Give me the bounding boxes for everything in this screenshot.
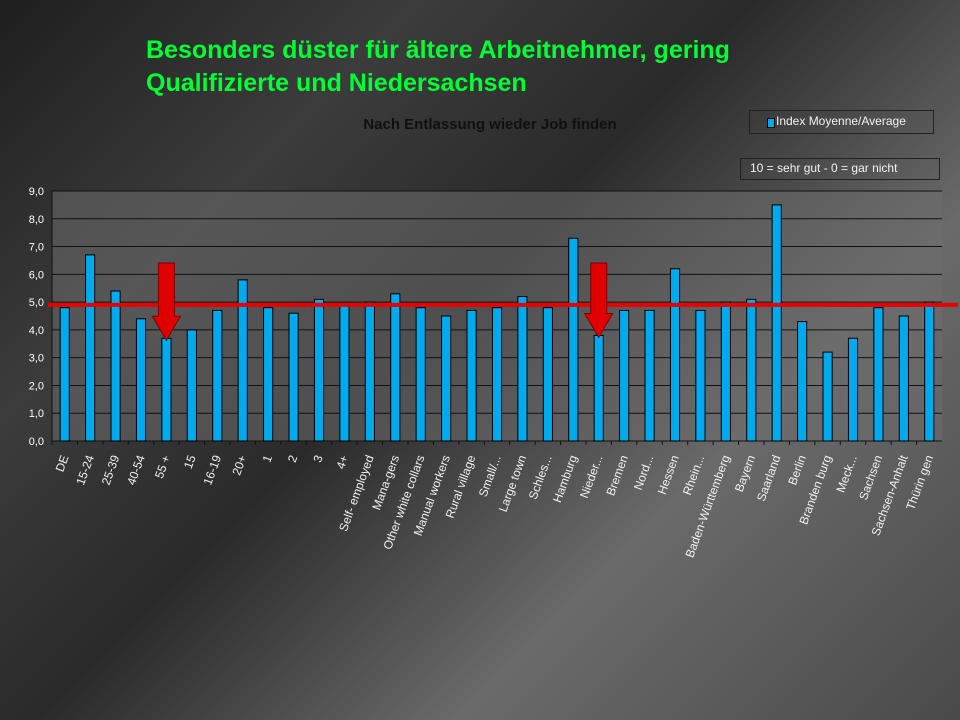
- bar: [135, 318, 147, 442]
- bar: [542, 307, 553, 442]
- bar: [415, 307, 426, 442]
- slide-title-line-2: Qualifizierte und Niedersachsen: [146, 69, 527, 97]
- bar: [364, 301, 375, 442]
- bar: [288, 312, 299, 442]
- x-tick-label: Meck...: [833, 453, 859, 494]
- bar: [898, 315, 909, 442]
- x-tick-label: 25-39: [99, 453, 123, 487]
- slide-title-line-1: Besonders düster für ältere Arbeitnehmer…: [146, 36, 730, 64]
- x-tick-label: Bremen: [603, 453, 631, 497]
- y-tick-label: 1,0: [29, 408, 44, 420]
- bar: [924, 301, 935, 442]
- bar: [746, 298, 757, 442]
- x-tick-label: Sachsen: [856, 453, 885, 502]
- highlight-arrow: [151, 262, 182, 342]
- x-tick-label: Nieder...: [577, 453, 605, 500]
- bar: [339, 304, 350, 442]
- y-tick-label: 7,0: [29, 242, 44, 254]
- bar: [720, 301, 731, 442]
- bar: [212, 309, 223, 442]
- x-tick-label: 20+: [229, 453, 249, 477]
- bar: [619, 309, 630, 442]
- bar: [644, 309, 655, 442]
- chart-legend: Index Moyenne/Average: [749, 110, 934, 134]
- bar: [390, 293, 401, 442]
- x-tick-label: 15-24: [73, 453, 97, 487]
- y-tick-label: 3,0: [29, 353, 44, 365]
- x-tick-label: Bayern: [732, 453, 758, 494]
- bar: [847, 337, 859, 442]
- bar: [263, 307, 274, 442]
- legend-swatch: [767, 118, 775, 128]
- bar: [110, 290, 121, 442]
- y-tick-label: 5,0: [29, 297, 44, 309]
- bar: [186, 329, 197, 442]
- y-tick-label: 6,0: [29, 269, 44, 281]
- bar: [466, 309, 477, 442]
- y-tick-label: 0,0: [29, 436, 44, 448]
- bar: [161, 337, 172, 442]
- x-tick-label: DE: [53, 453, 72, 473]
- bar: [797, 321, 808, 442]
- x-tick-label: 55 +: [152, 453, 173, 480]
- chart-title: Nach Entlassung wieder Job finden: [363, 116, 617, 133]
- x-tick-label: 2: [285, 453, 301, 464]
- plot-area: 0,0 1,0 2,0 3,0 4,0 5,0 6,0 7,0 8,0 9,0 DE 15-24 25-…: [29, 186, 958, 560]
- y-tick-label: 2,0: [29, 380, 44, 392]
- x-tick-label: Berlin: [785, 453, 809, 487]
- x-tick-label: Saarland: [754, 453, 784, 503]
- x-tick-label: 16-19: [200, 453, 224, 487]
- highlight-arrow: [583, 262, 614, 339]
- bar: [491, 307, 503, 442]
- bar: [517, 296, 528, 442]
- slide-title: Besonders düster für ältere Arbeitnehmer…: [146, 34, 926, 100]
- x-tick-label: 15: [181, 453, 199, 471]
- x-tick-label: 1: [260, 453, 276, 464]
- x-tick-label: Hessen: [655, 453, 682, 496]
- y-tick-label: 9,0: [29, 186, 44, 198]
- bar: [771, 204, 782, 442]
- x-tick-label: Schles...: [526, 453, 555, 501]
- bar: [822, 351, 833, 442]
- scale-note-text: 10 = sehr gut - 0 = gar nicht: [750, 161, 898, 175]
- bar: [695, 309, 706, 442]
- bar: [85, 254, 96, 442]
- y-tick-label: 8,0: [29, 214, 44, 226]
- bar: [313, 298, 325, 442]
- legend-label: Index Moyenne/Average: [776, 114, 906, 128]
- bar: [59, 307, 70, 442]
- y-tick-label: 4,0: [29, 325, 44, 337]
- bar: [441, 315, 452, 442]
- x-tick-label: 3: [310, 453, 326, 464]
- bar: [669, 268, 681, 442]
- x-tick-label: Rhein...: [680, 453, 707, 497]
- scale-note: 10 = sehr gut - 0 = gar nicht: [740, 158, 940, 180]
- x-tick-label: 40-54: [124, 453, 148, 487]
- x-tick-label: Hamburg: [550, 453, 580, 504]
- x-tick-label: 4+: [333, 453, 351, 471]
- bar: [873, 307, 884, 442]
- x-tick-label: Nord...: [631, 453, 656, 492]
- x-tick-label: Small/...: [476, 453, 504, 499]
- bar: [568, 237, 579, 442]
- bar: [593, 334, 604, 442]
- bar: [237, 279, 248, 442]
